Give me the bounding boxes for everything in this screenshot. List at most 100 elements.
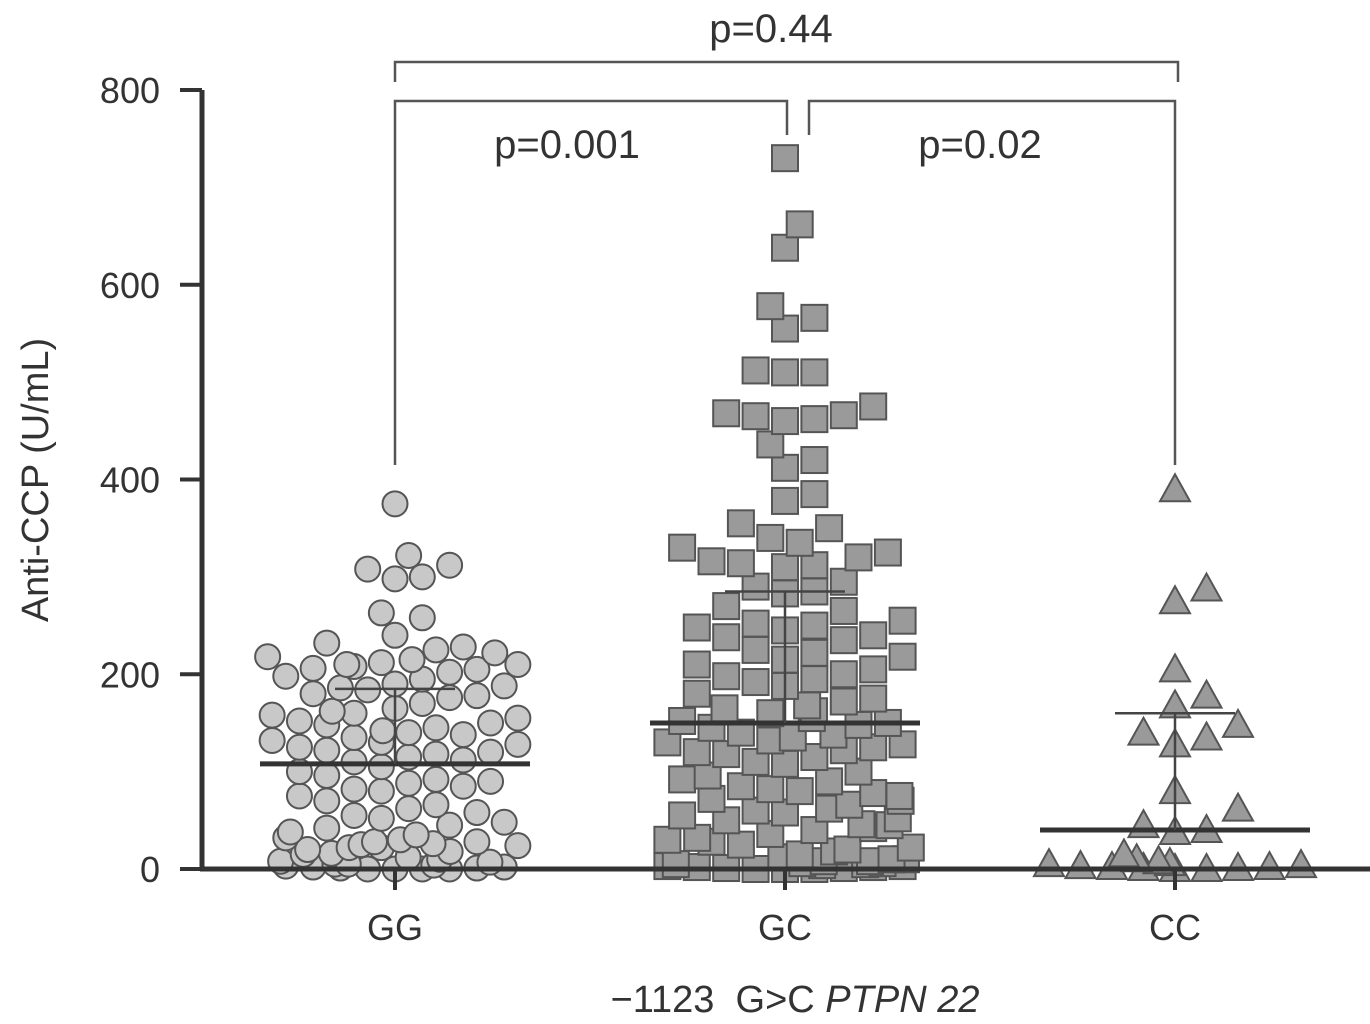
data-point-square: [772, 554, 798, 580]
data-point-square: [860, 656, 886, 682]
data-point-triangle: [1160, 586, 1190, 613]
data-point-circle: [287, 708, 312, 733]
x-tick-label: GG: [367, 907, 423, 948]
data-point-circle: [478, 710, 503, 735]
data-point-circle: [314, 738, 339, 763]
data-point-square: [787, 841, 813, 867]
data-point-square: [713, 624, 739, 650]
data-point-circle: [369, 600, 394, 625]
data-point-circle: [342, 803, 367, 828]
data-point-circle: [396, 796, 421, 821]
data-point-square: [743, 611, 769, 637]
data-point-triangle: [1129, 810, 1159, 837]
data-point-triangle: [1192, 681, 1222, 708]
data-point-square: [860, 686, 886, 712]
data-point-circle: [369, 650, 394, 675]
data-point-square: [831, 598, 857, 624]
x-tick-label: GC: [758, 907, 812, 948]
data-point-circle: [255, 644, 280, 669]
y-tick-label: 400: [100, 460, 160, 501]
p-value-gg-cc: p=0.44: [709, 7, 832, 51]
data-point-circle: [404, 822, 429, 847]
data-point-circle: [369, 806, 394, 831]
data-point-circle: [314, 788, 339, 813]
x-axis-title-gene: PTPN 22: [825, 979, 979, 1021]
data-point-triangle: [1223, 794, 1253, 821]
data-point-circle: [482, 640, 507, 665]
data-point-circle: [464, 829, 489, 854]
data-point-square: [757, 431, 783, 457]
data-point-square: [801, 481, 827, 507]
data-point-circle: [301, 656, 326, 681]
data-point-triangle: [1255, 852, 1285, 879]
data-point-square: [728, 550, 754, 576]
data-point-square: [743, 669, 769, 695]
data-point-square: [743, 403, 769, 429]
data-point-triangle: [1066, 851, 1096, 878]
data-point-square: [743, 637, 769, 663]
x-axis-title: −1123 G>C PTPN 22: [611, 979, 980, 1021]
data-point-square: [787, 530, 813, 556]
data-point-square: [772, 408, 798, 434]
data-point-circle: [451, 722, 476, 747]
data-point-square: [728, 510, 754, 536]
y-tick-label: 0: [140, 849, 160, 890]
y-tick-label: 600: [100, 265, 160, 306]
data-point-square: [787, 778, 813, 804]
data-point-circle: [451, 747, 476, 772]
data-point-square: [699, 548, 725, 574]
data-point-square: [801, 666, 827, 692]
data-point-triangle: [1129, 718, 1159, 745]
data-point-circle: [362, 829, 387, 854]
data-point-square: [831, 689, 857, 715]
data-point-square: [684, 739, 710, 765]
data-point-square: [772, 235, 798, 261]
data-point-square: [801, 359, 827, 385]
data-point-triangle: [1286, 850, 1316, 877]
data-point-square: [886, 783, 912, 809]
data-point-circle: [478, 740, 503, 765]
data-point-circle: [260, 703, 285, 728]
data-point-circle: [396, 543, 421, 568]
y-tick-label: 800: [100, 70, 160, 111]
data-point-circle: [342, 777, 367, 802]
y-axis-title: Anti-CCP (U/mL): [15, 338, 57, 622]
data-point-square: [772, 359, 798, 385]
data-point-circle: [423, 715, 448, 740]
data-point-circle: [370, 718, 395, 743]
p-value-gg-gc: p=0.001: [494, 123, 640, 167]
data-point-circle: [334, 652, 359, 677]
data-point-square: [890, 644, 916, 670]
data-point-square: [772, 145, 798, 171]
data-point-circle: [287, 783, 312, 808]
data-point-circle: [492, 673, 517, 698]
data-point-square: [801, 613, 827, 639]
data-point-triangle: [1160, 654, 1190, 681]
data-point-triangle: [1160, 474, 1190, 501]
data-point-square: [712, 695, 738, 721]
data-point-square: [875, 540, 901, 566]
data-point-square: [728, 773, 754, 799]
data-point-square: [860, 622, 886, 648]
data-point-circle: [464, 800, 489, 825]
data-point-square: [787, 211, 813, 237]
data-point-circle: [437, 553, 462, 578]
x-tick-label: CC: [1149, 907, 1201, 948]
data-point-square: [684, 681, 710, 707]
data-point-circle: [369, 754, 394, 779]
data-point-circle: [451, 634, 476, 659]
data-point-square: [772, 751, 798, 777]
data-point-circle: [505, 706, 530, 731]
data-point-circle: [505, 833, 530, 858]
data-points: [255, 145, 1316, 882]
data-point-square: [743, 574, 769, 600]
data-point-square: [654, 827, 680, 853]
data-point-square: [684, 615, 710, 641]
data-point-square: [757, 525, 783, 551]
data-point-square: [831, 402, 857, 428]
data-point-circle: [383, 491, 408, 516]
data-point-square: [801, 406, 827, 432]
data-point-circle: [492, 810, 517, 835]
data-point-square: [816, 768, 842, 794]
x-ticks: GG GC CC: [367, 869, 1201, 948]
